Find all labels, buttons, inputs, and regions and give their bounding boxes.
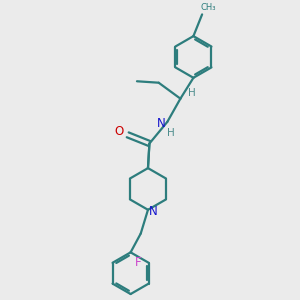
Text: O: O [114,125,124,138]
Text: N: N [157,117,165,130]
Text: H: H [167,128,175,138]
Text: N: N [149,205,158,218]
Text: F: F [135,256,142,269]
Text: H: H [188,88,195,98]
Text: CH₃: CH₃ [200,3,216,12]
